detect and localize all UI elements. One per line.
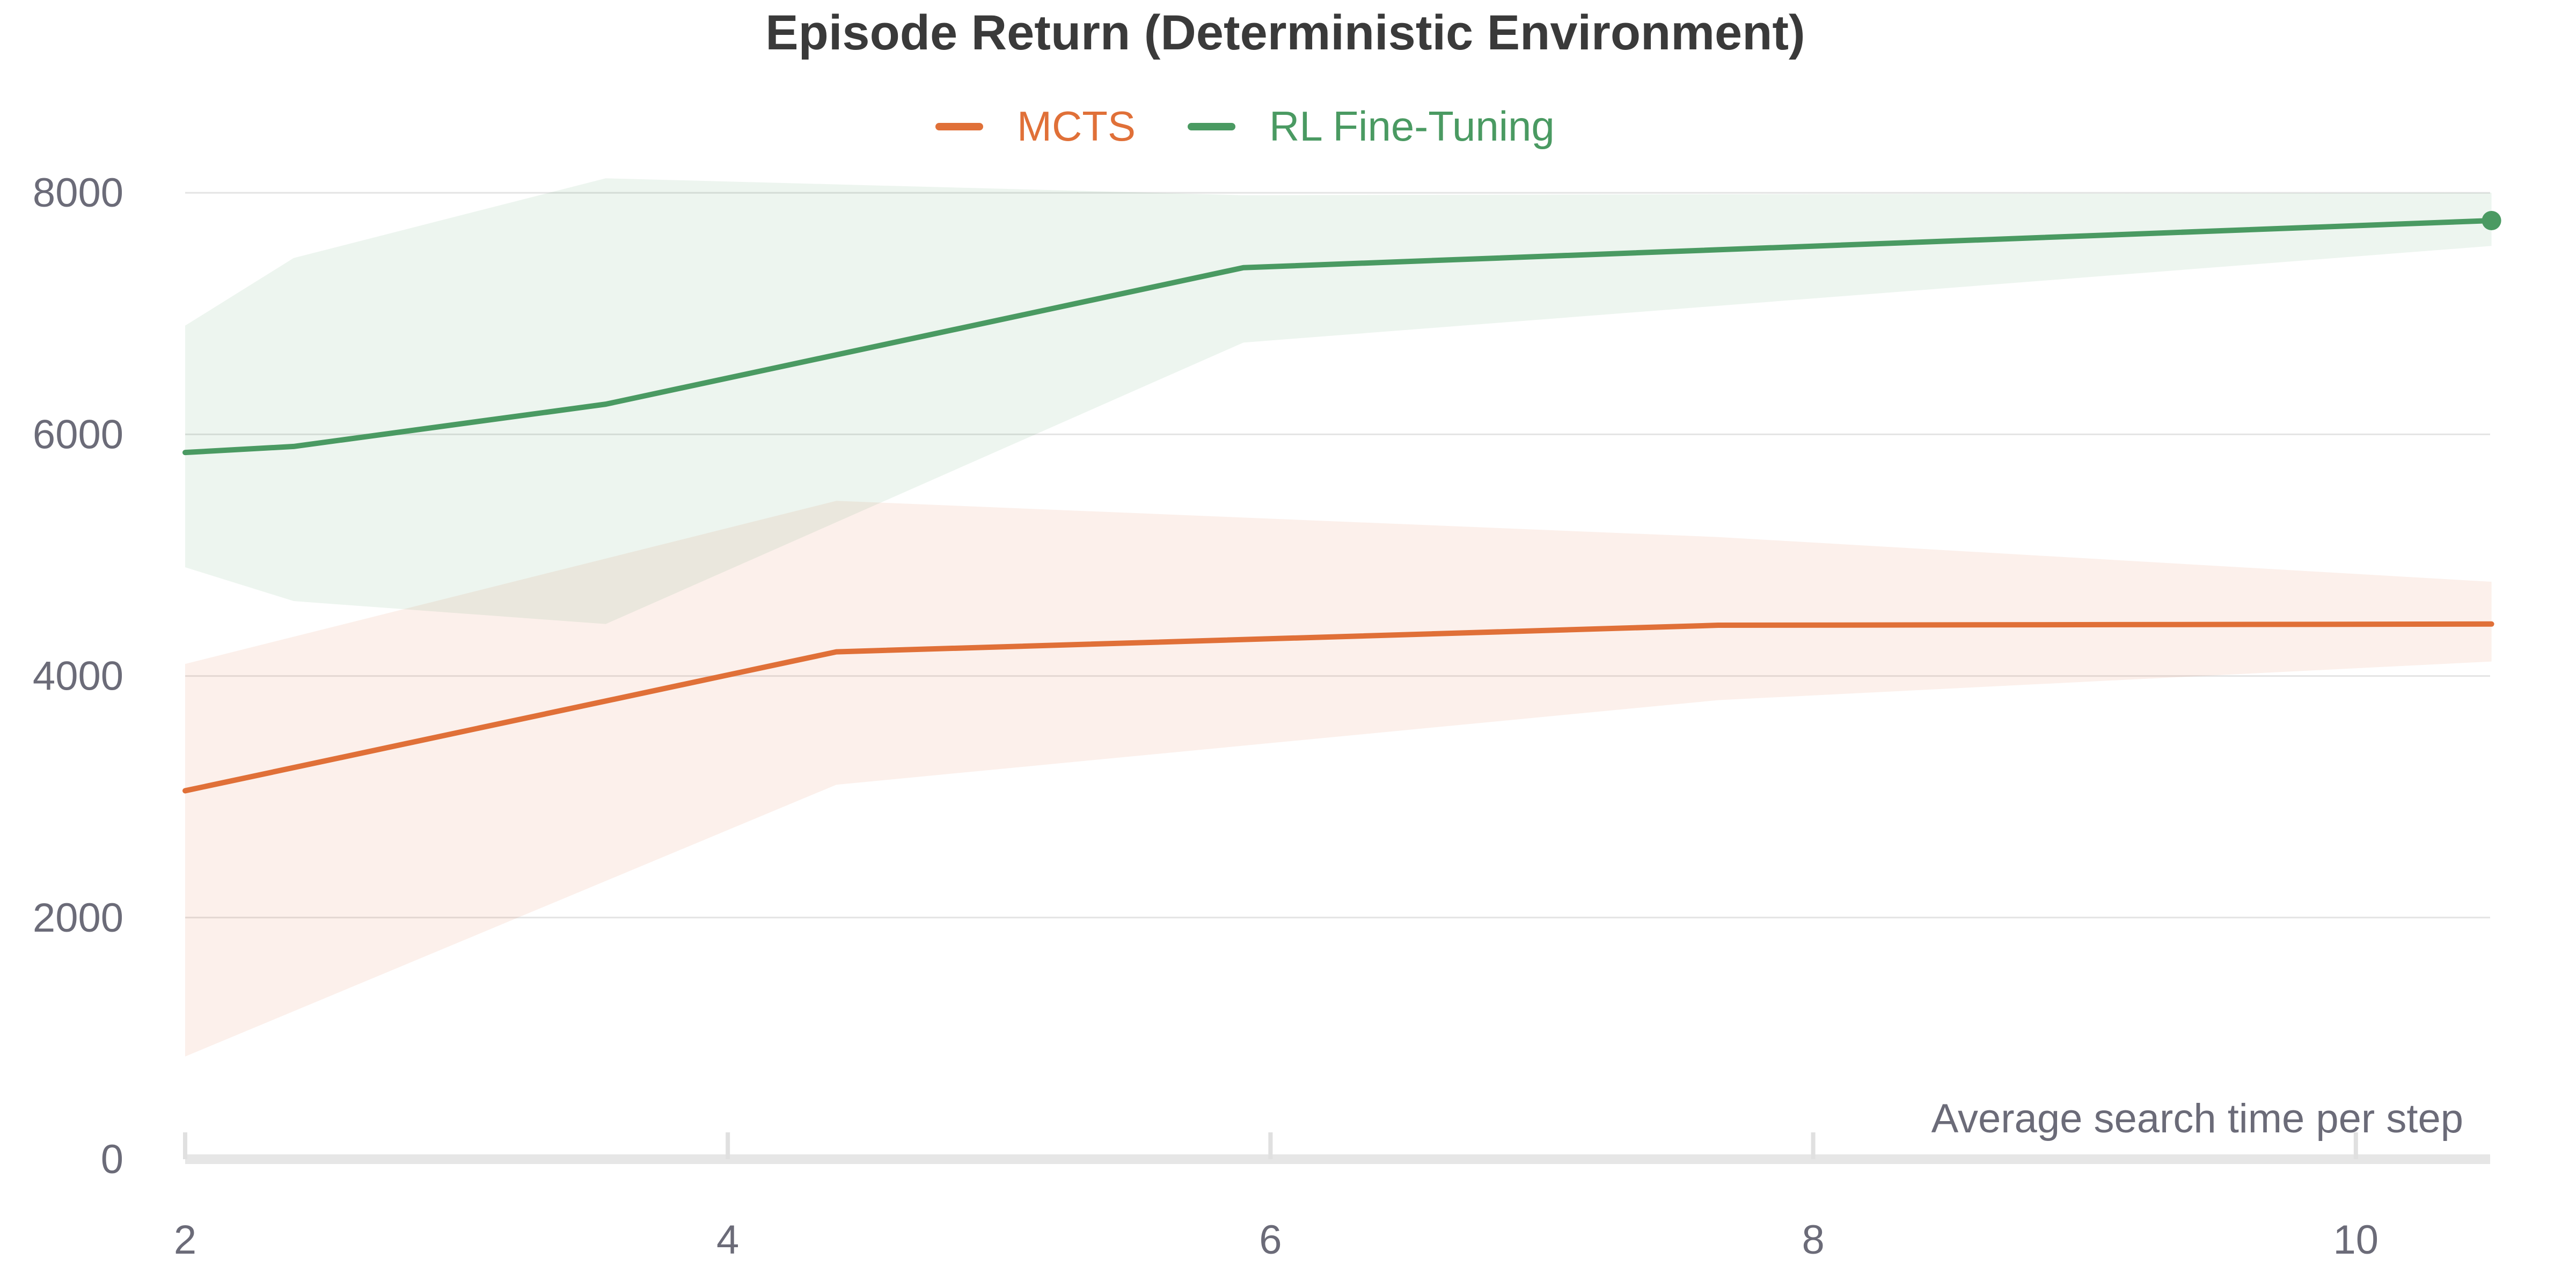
y-tick-label-0: 0: [101, 1137, 123, 1182]
x-tick-label-2: 2: [174, 1217, 196, 1263]
x-axis-title: Average search time per step: [1931, 1096, 2463, 1141]
y-tick-label-6000: 6000: [33, 412, 123, 457]
x-axis-ticks: 2 4 6 8 10: [174, 1132, 2379, 1263]
series-line-mcts: [182, 621, 2494, 794]
chart-title: Episode Return (Deterministic Environmen…: [765, 5, 1805, 60]
y-tick-label-2000: 2000: [33, 895, 123, 941]
legend-label-rl-fine-tuning: RL Fine-Tuning: [1269, 103, 1555, 150]
y-tick-label-4000: 4000: [33, 654, 123, 699]
data-point-rl-fine-tuning-4: [2482, 210, 2501, 230]
confidence-band-mcts: [185, 501, 2492, 1057]
confidence-band-rl-fine-tuning: [185, 178, 2492, 624]
series-line-rl-fine-tuning: [182, 217, 2494, 456]
x-tick-label-10: 10: [2333, 1217, 2379, 1263]
y-axis-ticks: 0 2000 4000 6000 8000: [33, 170, 123, 1182]
x-tick-label-6: 6: [1259, 1217, 1282, 1263]
gridlines: [185, 192, 2490, 919]
legend-label-mcts: MCTS: [1017, 103, 1136, 150]
legend: MCTS RL Fine-Tuning: [935, 103, 1555, 150]
series-lines: [182, 210, 2501, 794]
x-tick-label-4: 4: [716, 1217, 739, 1263]
confidence-bands: [185, 178, 2492, 1057]
x-tick-label-8: 8: [1802, 1217, 1824, 1263]
y-tick-label-8000: 8000: [33, 170, 123, 216]
